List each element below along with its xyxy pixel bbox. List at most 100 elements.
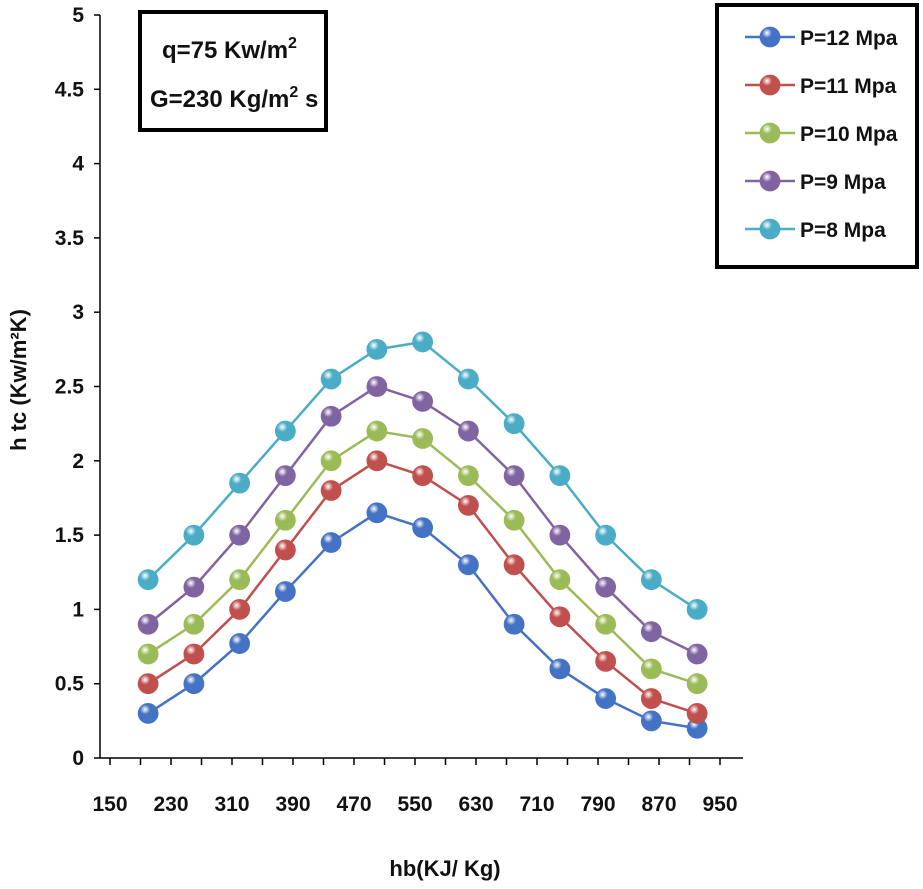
y-tick-label: 2.5 [55, 376, 85, 399]
data-point [640, 710, 662, 732]
data-point [595, 688, 617, 709]
data-point [183, 524, 205, 546]
data-point [640, 569, 662, 591]
x-tick-label: 550 [397, 793, 432, 816]
data-point [183, 576, 205, 598]
data-point [503, 413, 525, 435]
data-point [640, 621, 662, 643]
legend-marker [759, 170, 781, 192]
data-point [503, 465, 525, 487]
y-tick-label: 5 [72, 4, 84, 27]
data-point [274, 581, 296, 602]
x-axis-title: hb(KJ/ Kg) [389, 856, 500, 881]
data-point [457, 465, 479, 487]
data-point [183, 643, 205, 665]
legend: P=12 Mpa P=11 Mpa P=10 Mpa P=9 Mpa P=8 Mpa [715, 3, 919, 269]
data-point [137, 643, 159, 665]
x-tick-label: 790 [580, 793, 615, 816]
data-point [595, 524, 617, 546]
data-point [549, 658, 571, 680]
y-tick-label: 1 [72, 598, 84, 621]
y-tick-label: 0.5 [55, 673, 85, 696]
data-point [366, 450, 388, 472]
legend-item: P=8 Mpa [745, 218, 886, 242]
data-point [412, 331, 434, 353]
x-tick-label: 230 [153, 793, 188, 816]
legend-marker [759, 26, 781, 48]
legend-marker [759, 218, 781, 240]
data-point [137, 569, 159, 591]
data-point [595, 576, 617, 598]
series-p-8-mpa [137, 331, 708, 620]
data-point [274, 420, 296, 442]
data-point [320, 405, 342, 427]
legend-items: P=12 Mpa P=11 Mpa P=10 Mpa P=9 Mpa P=8 Mpa [745, 26, 898, 242]
data-point [229, 472, 251, 494]
y-tick-labels: 0 0.5 1 1.5 2 2.5 3 3.5 4 4.5 5 [55, 4, 100, 770]
data-point [412, 428, 434, 449]
y-axis-title: h tc (Kw/m²K) [6, 309, 31, 451]
y-tick-label: 1.5 [55, 524, 85, 547]
data-point [412, 465, 434, 487]
data-point [457, 494, 479, 516]
x-tick-label: 710 [519, 793, 554, 816]
data-point [686, 703, 708, 724]
data-point [412, 390, 434, 412]
data-point [503, 554, 525, 576]
x-tick-labels: 150 230 310 390 470 550 630 710 790 870 950 [92, 758, 738, 816]
data-point [274, 509, 296, 531]
data-point [595, 613, 617, 635]
legend-label: P=8 Mpa [800, 219, 886, 242]
data-point [320, 450, 342, 472]
data-point [183, 613, 205, 635]
annotation-box: q=75 Kw/m2 G=230 Kg/m2 s [138, 10, 328, 132]
x-tick-label: 150 [92, 793, 127, 816]
data-point [320, 532, 342, 553]
y-tick-label: 2 [72, 450, 84, 473]
legend-label: P=10 Mpa [800, 123, 898, 146]
data-point [366, 502, 388, 524]
legend-label: P=12 Mpa [800, 27, 898, 50]
legend-label: P=9 Mpa [800, 171, 886, 194]
data-point [549, 606, 571, 628]
annotation-line2: G=230 Kg/m2 s [150, 84, 318, 113]
legend-item: P=12 Mpa [745, 26, 898, 50]
data-point [503, 613, 525, 635]
data-point [229, 569, 251, 591]
data-point [457, 554, 479, 576]
data-point [229, 599, 251, 620]
data-point [549, 569, 571, 591]
y-tick-label: 0 [72, 747, 84, 770]
data-point [457, 420, 479, 442]
x-tick-label: 870 [641, 793, 676, 816]
data-point [229, 524, 251, 546]
data-point [457, 368, 479, 390]
y-tick-label: 4.5 [55, 78, 85, 101]
data-point [274, 465, 296, 487]
data-point [183, 673, 205, 695]
data-point [274, 539, 296, 561]
x-tick-label: 470 [336, 793, 371, 816]
legend-marker [759, 74, 781, 96]
data-point [595, 651, 617, 672]
data-point [686, 673, 708, 695]
series-p-11-mpa [137, 450, 708, 724]
data-point [137, 673, 159, 695]
data-point [412, 517, 434, 539]
data-point [137, 613, 159, 635]
data-point [686, 599, 708, 620]
legend-label: P=11 Mpa [800, 75, 897, 98]
x-tick-label: 310 [214, 793, 249, 816]
legend-item: P=10 Mpa [745, 122, 898, 146]
legend-marker [759, 122, 781, 144]
data-point [366, 338, 388, 360]
data-point [549, 465, 571, 487]
series-p-10-mpa [137, 420, 708, 695]
y-tick-label: 4 [72, 153, 84, 176]
y-tick-label: 3.5 [55, 227, 85, 250]
data-point [640, 658, 662, 680]
data-point [366, 420, 388, 442]
series-p-12-mpa [137, 502, 708, 739]
annotation-line1: q=75 Kw/m2 [162, 35, 297, 64]
series-p-9-mpa [137, 376, 708, 665]
